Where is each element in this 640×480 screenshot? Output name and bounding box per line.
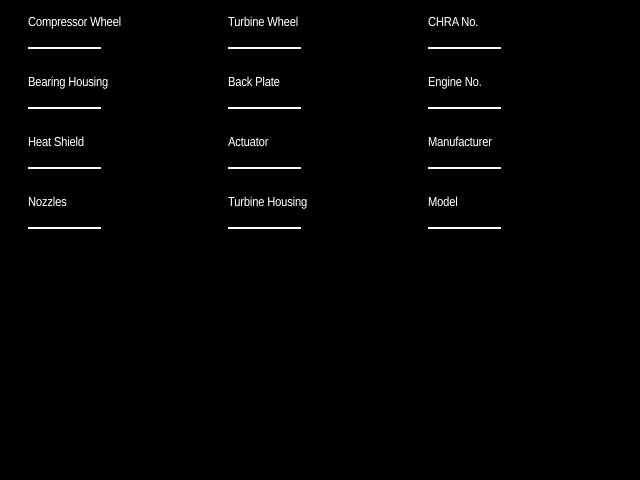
field-label-turbine-housing: Turbine Housing bbox=[228, 194, 308, 209]
field-rule-back-plate[interactable] bbox=[228, 107, 301, 109]
field-rule-turbine-housing[interactable] bbox=[228, 227, 301, 229]
blank-content-area bbox=[0, 240, 640, 480]
field-rule-bearing-housing[interactable] bbox=[28, 107, 101, 109]
field-label-engine-no: Engine No. bbox=[428, 74, 482, 89]
field-group-model[interactable]: Model bbox=[428, 194, 628, 254]
field-group-nozzles[interactable]: Nozzles bbox=[28, 194, 228, 254]
field-label-chra-no: CHRA No. bbox=[428, 14, 479, 29]
field-label-model: Model bbox=[428, 194, 458, 209]
field-label-nozzles: Nozzles bbox=[28, 194, 67, 209]
field-rule-nozzles[interactable] bbox=[28, 227, 101, 229]
field-group-compressor-wheel[interactable]: Compressor Wheel bbox=[28, 14, 228, 74]
field-group-heat-shield[interactable]: Heat Shield bbox=[28, 134, 228, 194]
field-rule-heat-shield[interactable] bbox=[28, 167, 101, 169]
field-group-back-plate[interactable]: Back Plate bbox=[228, 74, 428, 134]
field-rule-engine-no[interactable] bbox=[428, 107, 501, 109]
field-rule-compressor-wheel[interactable] bbox=[28, 47, 101, 49]
field-label-turbine-wheel: Turbine Wheel bbox=[228, 14, 299, 29]
field-label-bearing-housing: Bearing Housing bbox=[28, 74, 109, 89]
field-label-back-plate: Back Plate bbox=[228, 74, 280, 89]
field-group-engine-no[interactable]: Engine No. bbox=[428, 74, 628, 134]
field-rule-actuator[interactable] bbox=[228, 167, 301, 169]
field-label-manufacturer: Manufacturer bbox=[428, 134, 492, 149]
field-group-manufacturer[interactable]: Manufacturer bbox=[428, 134, 628, 194]
field-group-turbine-wheel[interactable]: Turbine Wheel bbox=[228, 14, 428, 74]
field-label-compressor-wheel: Compressor Wheel bbox=[28, 14, 121, 29]
field-grid: Compressor Wheel Turbine Wheel CHRA No. … bbox=[28, 14, 612, 254]
field-group-chra-no[interactable]: CHRA No. bbox=[428, 14, 628, 74]
field-label-actuator: Actuator bbox=[228, 134, 269, 149]
field-rule-turbine-wheel[interactable] bbox=[228, 47, 301, 49]
field-group-bearing-housing[interactable]: Bearing Housing bbox=[28, 74, 228, 134]
field-group-turbine-housing[interactable]: Turbine Housing bbox=[228, 194, 428, 254]
field-rule-chra-no[interactable] bbox=[428, 47, 501, 49]
field-group-actuator[interactable]: Actuator bbox=[228, 134, 428, 194]
field-rule-model[interactable] bbox=[428, 227, 501, 229]
field-rule-manufacturer[interactable] bbox=[428, 167, 501, 169]
field-label-heat-shield: Heat Shield bbox=[28, 134, 84, 149]
